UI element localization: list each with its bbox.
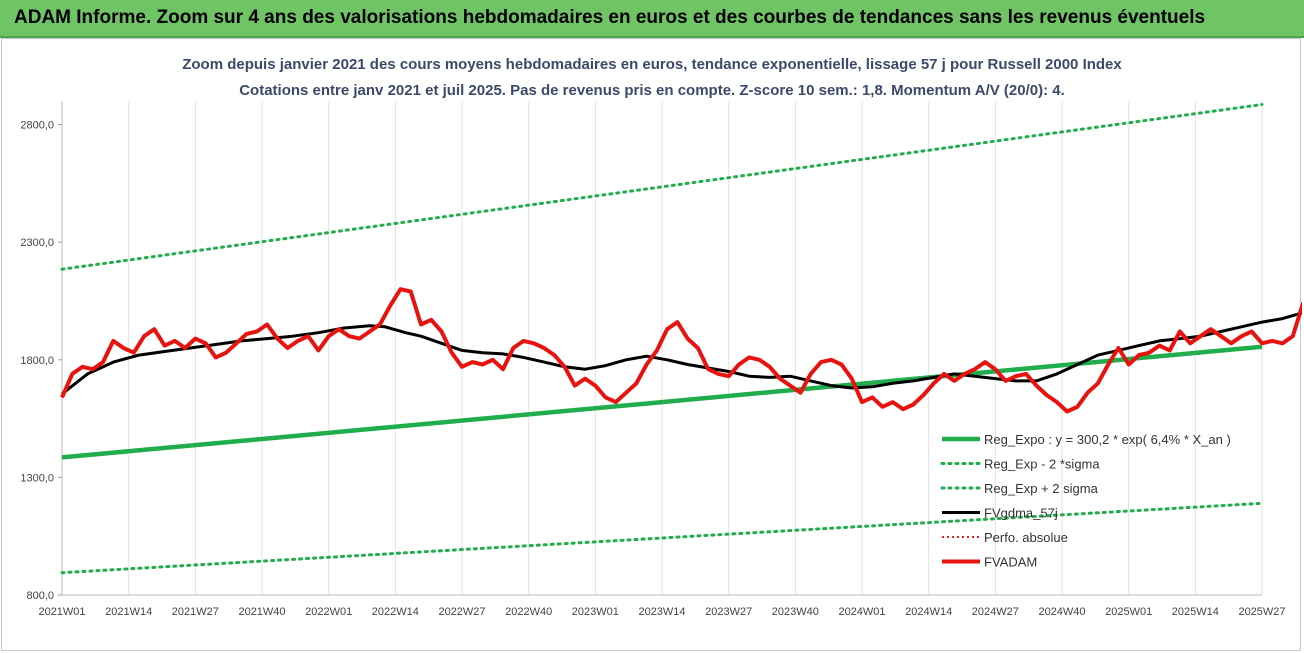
legend-label: FVADAM [984,555,1037,570]
series-line [60,501,1264,575]
legend: Reg_Expo : y = 300,2 * exp( 6,4% * X_an … [940,432,1231,570]
y-tick-label: 1300,0 [20,472,54,484]
legend-label: Reg_Exp - 2 *sigma [984,457,1100,472]
page-title: ADAM Informe. Zoom sur 4 ans des valoris… [14,7,1206,28]
axes: 2021W01 2021W14 2021W27 2021W40 2022W01 2022W… [20,101,1286,618]
x-tick-label: 2021W40 [238,606,285,618]
y-tick-label: 1800,0 [20,355,54,367]
series-line [61,311,1302,396]
y-tick-label: 800,0 [26,590,54,602]
x-tick-label: 2021W14 [105,606,152,618]
x-tick-label: 2023W27 [705,606,752,618]
x-tick-label: 2023W01 [572,606,619,618]
gridlines [61,101,1263,595]
x-tick-label: 2023W14 [638,606,685,618]
x-tick-label: 2024W27 [972,606,1019,618]
line-chart: 2021W01 2021W14 2021W27 2021W40 2022W01 2022W… [20,56,1302,618]
x-tick-label: 2023W40 [772,606,819,618]
x-tick-label: 2025W01 [1105,606,1152,618]
legend-label: Reg_Expo : y = 300,2 * exp( 6,4% * X_an … [984,432,1231,447]
x-tick-label: 2025W27 [1238,606,1285,618]
chart-panel: 2021W01 2021W14 2021W27 2021W40 2022W01 2022W… [1,38,1302,651]
legend-label: FVgdma_57j [984,506,1058,521]
x-tick-label: 2022W14 [372,606,419,618]
y-tick-label: 2800,0 [20,120,54,132]
chart-title: Zoom depuis janvier 2021 des cours moyen… [182,56,1122,73]
series-line [61,344,1263,460]
x-tick-label: 2021W27 [172,606,219,618]
legend-label: Reg_Exp + 2 sigma [984,481,1099,496]
series-line [60,103,1264,271]
x-tick-label: 2022W27 [438,606,485,618]
series-lines [60,103,1302,575]
x-tick-label: 2021W01 [38,606,85,618]
x-tick-label: 2022W01 [305,606,352,618]
x-tick-label: 2025W14 [1172,606,1219,618]
x-tick-label: 2024W14 [905,606,952,618]
x-tick-label: 2024W01 [838,606,885,618]
header-banner: ADAM Informe. Zoom sur 4 ans des valoris… [0,0,1304,38]
y-tick-label: 2300,0 [20,237,54,249]
x-tick-label: 2022W40 [505,606,552,618]
legend-label: Perfo. absolue [984,530,1068,545]
series-line [60,287,1302,414]
chart-subtitle: Cotations entre janv 2021 et juil 2025. … [239,82,1065,99]
x-tick-label: 2024W40 [1038,606,1085,618]
